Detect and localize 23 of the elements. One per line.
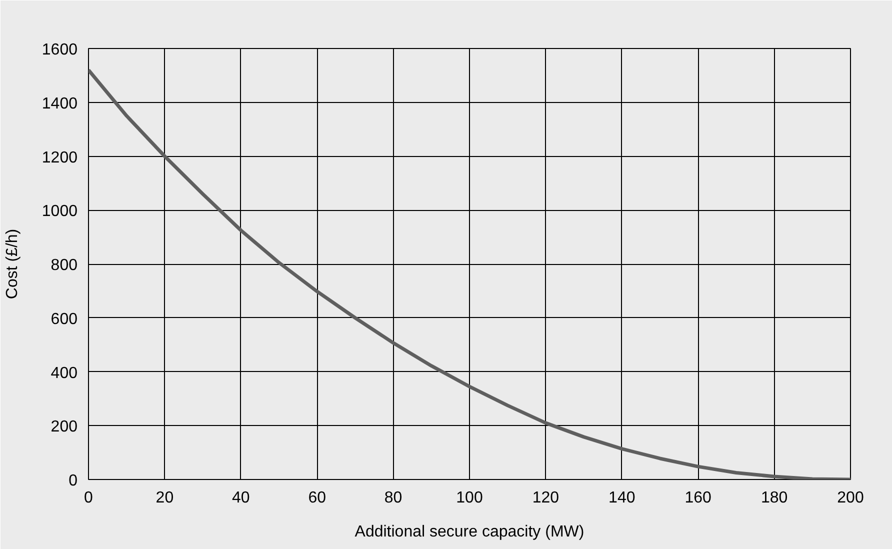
- x-tick-label: 100: [456, 490, 483, 506]
- x-tick-label: 40: [232, 490, 250, 506]
- y-tick-label: 0: [68, 472, 78, 490]
- y-tick-label: 1200: [42, 149, 78, 166]
- line-series: [88, 68, 850, 480]
- x-tick-label: 60: [308, 490, 326, 506]
- y-tick-label: 1000: [42, 203, 78, 220]
- x-tick-label: 180: [760, 490, 788, 506]
- y-tick-label: 800: [50, 257, 78, 274]
- x-tick-label: 160: [684, 490, 712, 506]
- x-tick-label: 120: [532, 490, 560, 506]
- y-tick-label: 1400: [42, 95, 78, 112]
- y-tick-label: 400: [50, 364, 78, 382]
- y-tick-label: 200: [50, 418, 78, 436]
- x-axis-title: Additional secure capacity (MW): [354, 524, 584, 540]
- x-tick-label: 20: [156, 490, 174, 506]
- x-tick-label: 140: [608, 490, 636, 506]
- y-axis-title: Cost (£/h): [4, 228, 21, 300]
- x-tick-label: 200: [837, 490, 864, 506]
- x-tick-label: 80: [384, 490, 402, 506]
- y-tick-label: 1600: [42, 42, 78, 58]
- y-tick-label: 600: [50, 310, 78, 328]
- x-tick-label: 0: [84, 490, 94, 506]
